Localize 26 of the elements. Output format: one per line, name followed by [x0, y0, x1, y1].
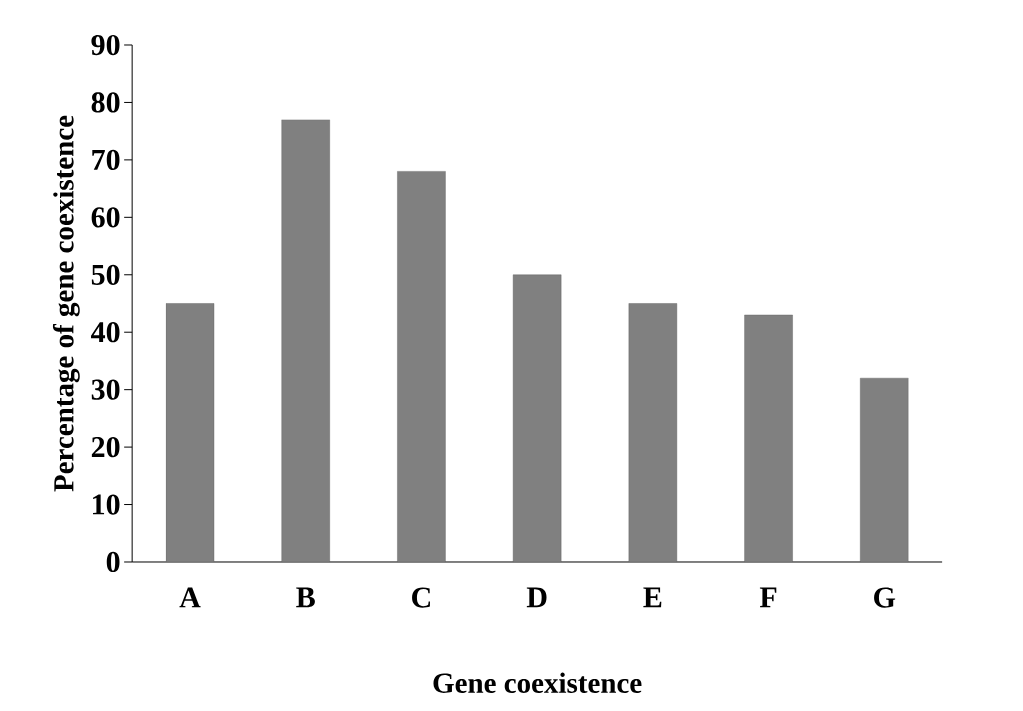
- bar: [628, 303, 678, 562]
- bar: [165, 303, 215, 562]
- y-tick-label: 40: [91, 322, 120, 343]
- y-tick-label: 70: [92, 149, 120, 171]
- bar: [860, 377, 909, 562]
- bar: [397, 171, 446, 562]
- x-tick-label: G: [874, 587, 896, 608]
- y-tick-label: 10: [93, 494, 120, 515]
- y-axis-title: Percentage of gene coexistence: [52, 115, 80, 492]
- bar: [744, 314, 793, 562]
- bar: [281, 119, 330, 562]
- x-tick-label: D: [526, 587, 547, 608]
- y-tick-label: 0: [106, 551, 120, 573]
- x-tick-label: A: [179, 587, 201, 608]
- y-tick-label: 30: [91, 379, 120, 400]
- x-axis-title: Gene coexistence: [433, 672, 642, 693]
- x-tick-label: C: [412, 587, 430, 608]
- x-tick-label: E: [643, 587, 662, 608]
- y-tick-label: 50: [91, 264, 120, 285]
- x-tick-label: B: [296, 587, 315, 608]
- x-tick-label: F: [759, 587, 777, 608]
- y-tick-label: 80: [91, 92, 120, 113]
- bar: [512, 274, 562, 562]
- y-tick-label: 90: [91, 34, 120, 56]
- y-tick-label: 60: [91, 207, 120, 228]
- y-tick-label: 20: [91, 436, 120, 458]
